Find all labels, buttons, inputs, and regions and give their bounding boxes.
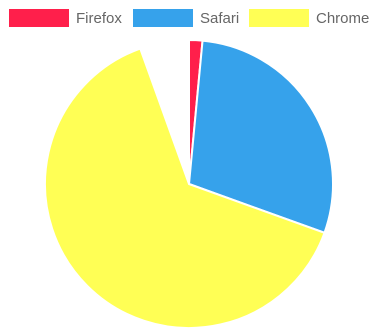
legend-item-chrome[interactable]: Chrome [249, 7, 369, 29]
legend-item-safari[interactable]: Safari [133, 7, 239, 29]
pie-slices [44, 38, 334, 329]
pie-slice-chrome[interactable] [44, 47, 326, 329]
legend-swatch-chrome [249, 9, 309, 27]
pie-slice-safari[interactable] [187, 39, 334, 235]
legend-label-chrome: Chrome [316, 9, 370, 27]
legend-item-firefox[interactable]: Firefox [9, 7, 122, 29]
legend-label-safari: Safari [200, 9, 240, 27]
legend-swatch-firefox [9, 9, 69, 27]
legend-label-firefox: Firefox [76, 9, 122, 27]
chart-legend: Firefox Safari Chrome [0, 7, 371, 29]
legend-swatch-safari [133, 9, 193, 27]
